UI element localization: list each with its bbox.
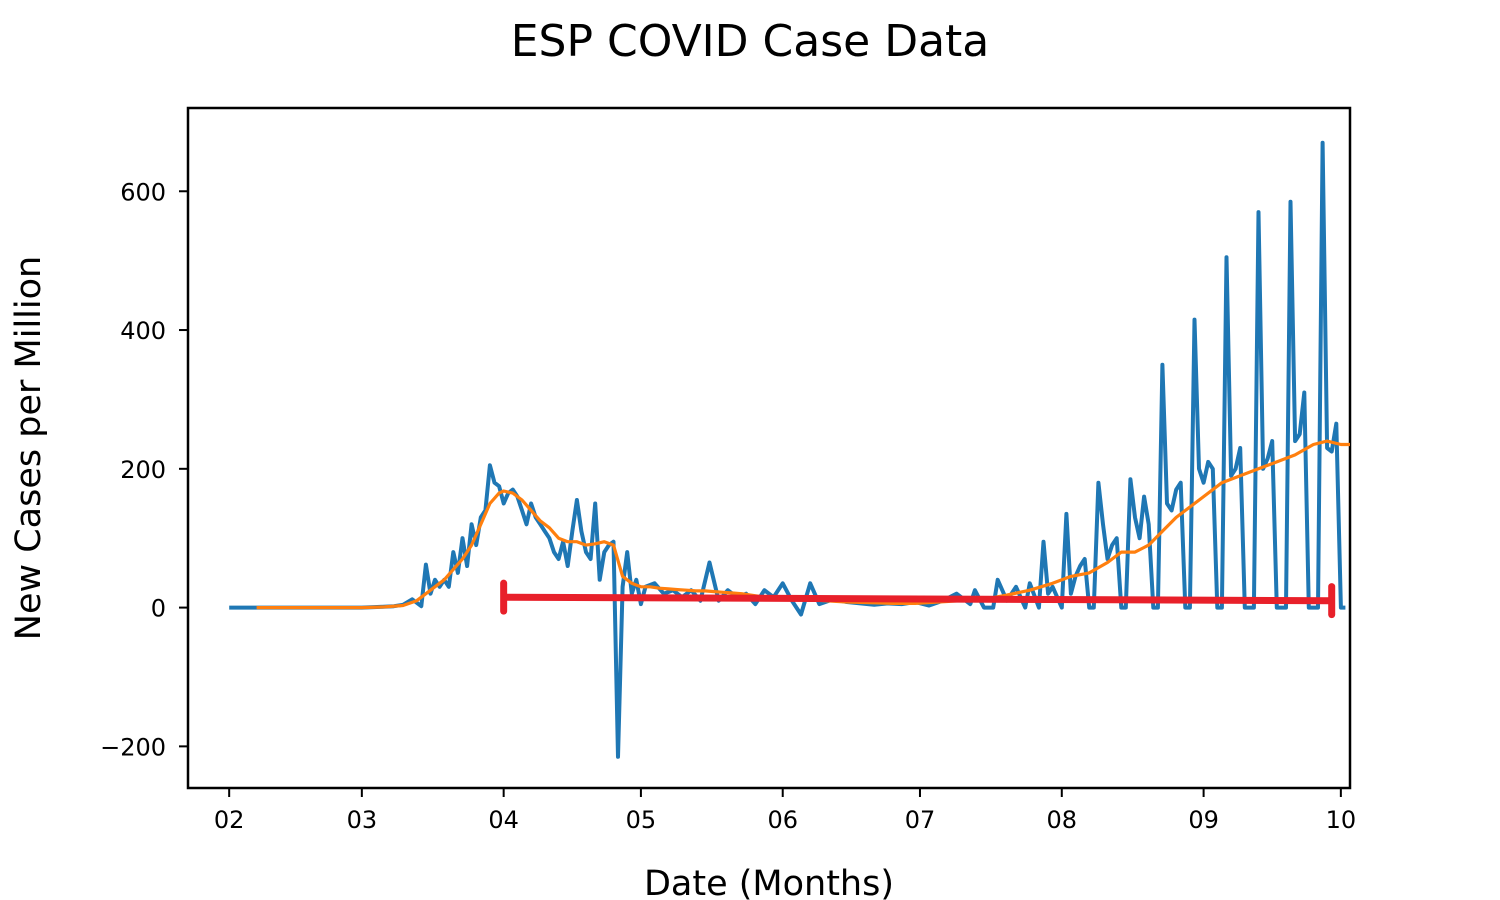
y-tick-label: 600	[120, 178, 166, 206]
x-axis: 02 03 04 05 06 07 08 09 10	[214, 788, 1356, 834]
x-tick-label: 06	[767, 806, 798, 834]
x-tick-label: 10	[1326, 806, 1357, 834]
y-tick-label: 200	[120, 456, 166, 484]
plot-frame	[186, 106, 1352, 790]
x-tick-label: 08	[1047, 806, 1078, 834]
y-tick-label: 0	[151, 595, 166, 623]
series-line-1	[229, 140, 1346, 759]
y-tick-label: −200	[100, 733, 166, 761]
series-line-3	[503, 593, 1332, 605]
y-tick-label: 400	[120, 317, 166, 345]
x-tick-label: 03	[347, 806, 378, 834]
x-tick-label: 02	[214, 806, 245, 834]
plot-area	[229, 140, 1350, 759]
x-tick-label: 09	[1188, 806, 1219, 834]
series-line-2	[256, 439, 1350, 610]
chart-title: ESP COVID Case Data	[511, 16, 990, 67]
y-axis-label: New Cases per Million	[9, 256, 49, 640]
y-axis: −200 0 200 400 600	[100, 178, 188, 761]
x-tick-label: 07	[905, 806, 936, 834]
x-axis-label: Date (Months)	[644, 864, 894, 900]
x-tick-label: 05	[626, 806, 657, 834]
x-tick-label: 04	[488, 806, 519, 834]
